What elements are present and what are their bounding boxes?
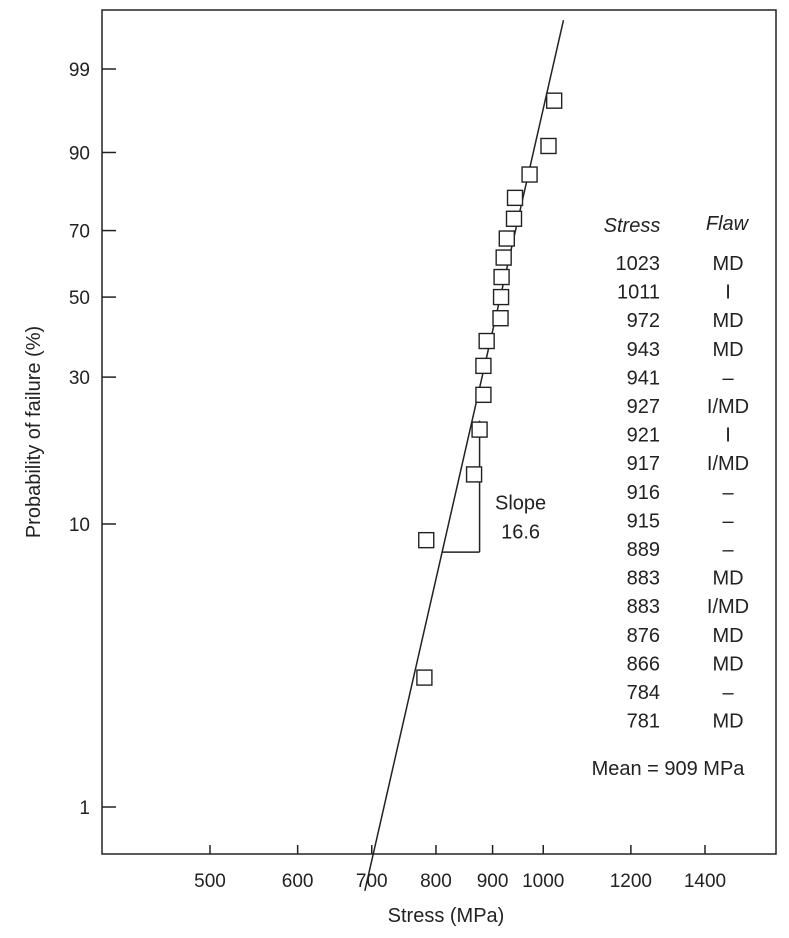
data-point <box>493 268 510 286</box>
table-header-flaw: Flaw <box>706 213 750 235</box>
y-axis: 1 10 30 50 70 90 99 <box>69 60 116 819</box>
data-point <box>418 531 435 549</box>
data-point <box>495 249 512 266</box>
table-cell-flaw: MD <box>712 711 743 733</box>
y-axis-title: Probability of failure (%) <box>23 326 45 538</box>
data-point <box>478 332 495 350</box>
table-cell-flaw: – <box>722 367 734 389</box>
data-point <box>505 210 523 227</box>
table-cell-flaw: I/MD <box>707 396 749 418</box>
data-point <box>545 92 563 109</box>
table-cell-stress: 917 <box>627 453 660 475</box>
x-tick-label: 700 <box>356 871 388 892</box>
data-point <box>540 137 557 155</box>
table-cell-flaw: MD <box>712 568 743 590</box>
data-point <box>475 357 492 375</box>
table-cell-flaw: – <box>722 539 734 561</box>
table-cell-stress: 941 <box>627 367 660 389</box>
x-tick-label: 900 <box>477 871 509 892</box>
data-points <box>416 92 563 686</box>
y-tick-label: 10 <box>69 515 90 536</box>
table-cell-flaw: MD <box>712 253 743 275</box>
x-tick-label: 1000 <box>522 871 564 892</box>
table-cell-stress: 921 <box>627 425 660 447</box>
table-cell-stress: 927 <box>627 396 660 418</box>
table-cell-flaw: MD <box>712 339 743 361</box>
y-tick-label: 99 <box>69 60 90 81</box>
data-point <box>492 310 509 327</box>
slope-triangle <box>441 420 481 553</box>
x-axis-title: Stress (MPa) <box>388 905 505 927</box>
data-point <box>465 466 483 483</box>
table-cell-stress: 876 <box>627 625 660 647</box>
table-cell-stress: 866 <box>627 653 660 675</box>
x-tick-label: 500 <box>194 871 226 892</box>
data-point <box>506 189 524 207</box>
y-tick-label: 90 <box>69 143 90 164</box>
table-cell-stress: 883 <box>627 596 660 618</box>
table-cell-stress: 889 <box>627 539 660 561</box>
plot-frame <box>101 9 777 855</box>
y-tick-label: 30 <box>69 368 90 389</box>
table-header-stress: Stress <box>604 215 661 237</box>
table-cell-flaw: MD <box>712 653 743 675</box>
table-cell-stress: 784 <box>627 682 660 704</box>
table-cell-stress: 916 <box>627 482 660 504</box>
slope-value: 16.6 <box>501 522 540 544</box>
table-cell-stress: 1011 <box>617 282 660 304</box>
x-tick-label: 800 <box>420 871 452 892</box>
table-cell-flaw: MD <box>712 625 743 647</box>
y-tick-label: 1 <box>79 798 90 819</box>
data-point <box>475 386 492 404</box>
mean-label: Mean = 909 MPa <box>592 758 746 780</box>
table-cell-flaw: – <box>722 482 734 504</box>
table-cell-flaw: – <box>722 510 734 532</box>
table-cell-flaw: I <box>725 282 731 304</box>
table-cell-flaw: – <box>722 682 734 704</box>
table-cell-stress: 781 <box>627 711 660 733</box>
x-tick-label: 1200 <box>610 871 652 892</box>
table-cell-flaw: I <box>725 425 731 447</box>
data-point <box>521 166 538 183</box>
x-tick-label: 1400 <box>684 871 726 892</box>
table-cell-stress: 883 <box>627 568 660 590</box>
table-cell-flaw: I/MD <box>707 596 749 618</box>
table-cell-stress: 943 <box>627 339 660 361</box>
table-cell-flaw: MD <box>712 310 743 332</box>
table-cell-stress: 972 <box>627 310 660 332</box>
x-tick-label: 600 <box>282 871 314 892</box>
data-point <box>492 288 510 306</box>
weibull-fit-line <box>364 19 565 891</box>
data-point <box>416 669 433 686</box>
table-cell-stress: 915 <box>627 510 660 532</box>
data-point <box>498 230 515 247</box>
x-axis: 500 600 700 800 900 1000 1200 1400 <box>194 845 726 892</box>
stress-flaw-table: Stress Flaw 1023 MD 1011 I 972 MD 943 MD 941 – 927 I/… <box>604 213 750 733</box>
table-cell-flaw: I/MD <box>707 453 749 475</box>
data-point <box>471 421 488 438</box>
y-tick-label: 50 <box>69 288 90 309</box>
table-cell-stress: 1023 <box>616 253 661 275</box>
y-tick-label: 70 <box>69 222 90 243</box>
slope-label: Slope <box>495 493 546 515</box>
